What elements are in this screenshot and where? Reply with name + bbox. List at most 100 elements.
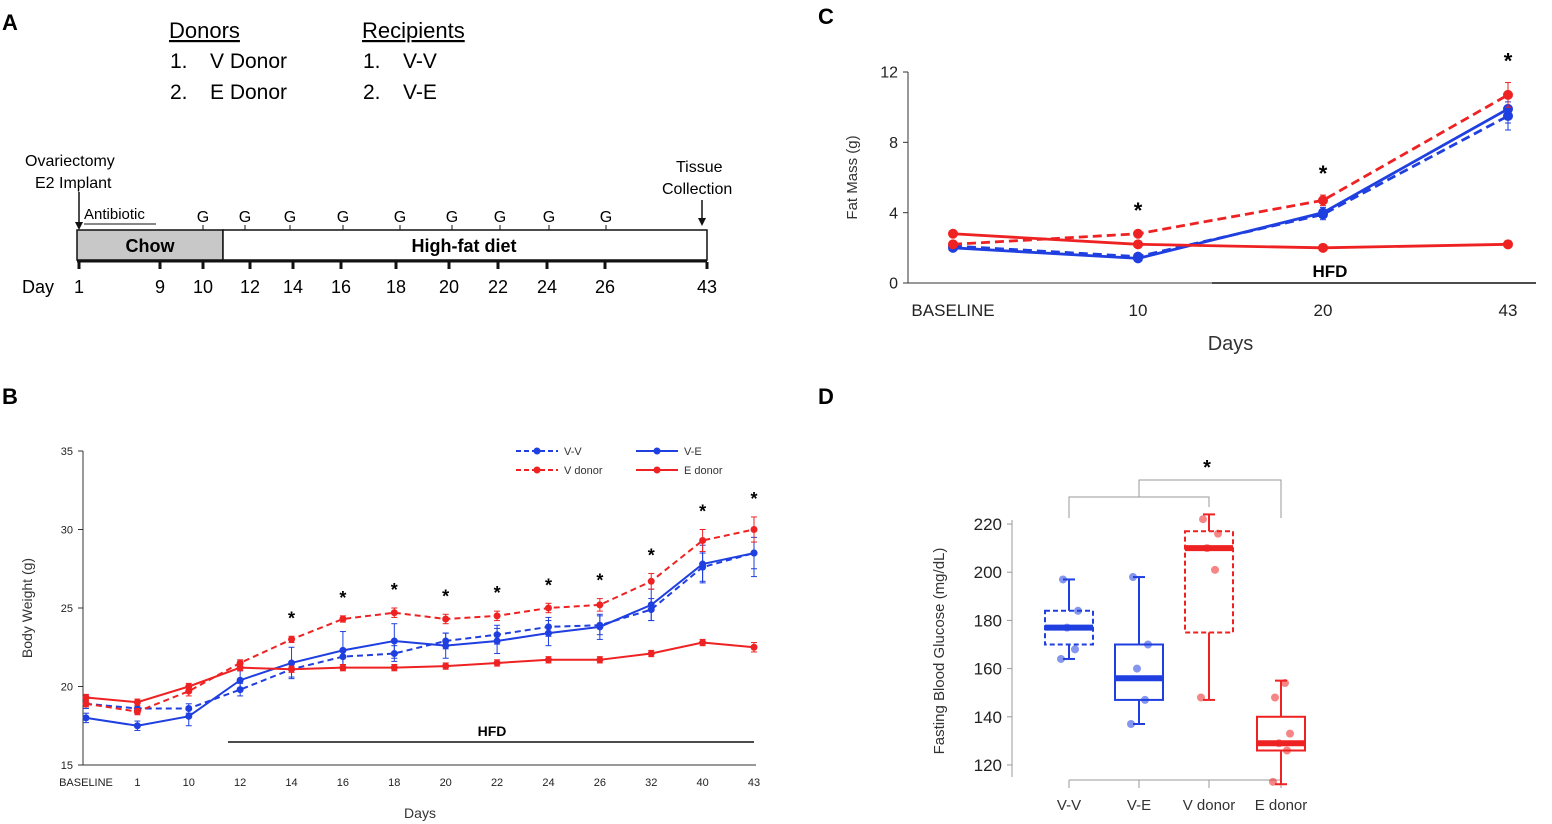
box-point [1057,654,1065,663]
recipient-1-name: V-V [403,50,437,73]
y-tick-label: 0 [889,276,898,293]
x-tick-label: V-V [1057,797,1081,814]
data-point [544,656,552,664]
data-point [699,560,707,568]
day-tick-label: 12 [240,277,260,297]
data-point [596,601,604,609]
y-tick-label: 12 [880,65,898,82]
legend-label: V-V [564,446,582,458]
data-point [493,659,501,667]
data-point [236,664,244,672]
data-point [647,650,655,658]
series-line-e-donor [952,232,1509,250]
data-point [339,615,347,623]
data-point [750,643,758,651]
x-tick-label: 22 [491,777,503,789]
gavage-label: G [337,209,349,226]
data-point [647,577,655,585]
box-point [1129,573,1137,582]
data-point [339,664,347,672]
box-iqr [1114,643,1164,701]
data-point [1503,239,1513,250]
x-tick-label: 1 [134,777,140,789]
recipients-heading: Recipients [362,18,465,43]
data-point [442,662,450,670]
day-tick-label: 9 [155,277,165,297]
day-tick-label: 10 [193,277,213,297]
data-point [339,646,347,654]
donors-heading: Donors [169,18,240,43]
panel-c-label: C [818,4,834,29]
data-point [948,239,958,250]
hfd-label: HFD [478,723,507,739]
fat-mass-chart: 0 4 8 12 BASELINE 10 20 43 Fat Mass (g) Days HFD * *… [844,49,1536,355]
x-tick-label: 10 [1129,301,1148,320]
recipient-2-name: V-E [403,81,437,104]
gavage-label: G [239,209,251,226]
x-tick-label: 32 [645,777,657,789]
data-point [596,623,604,631]
recipient-2-number: 2. [363,81,381,104]
box-point [1133,664,1141,673]
y-tick-label: 140 [974,708,1002,727]
data-point [750,526,758,533]
day-tick-label: 43 [697,277,717,297]
hfd-label: HFD [1313,262,1348,281]
data-point [133,722,141,730]
y-tick-label: 8 [889,135,898,152]
x-tick-label: V donor [1183,797,1236,814]
x-tick-label: 40 [696,777,708,789]
day-tick-label: 24 [537,277,557,297]
gavage-label: G [394,209,406,226]
series-line-v-e [952,107,1509,260]
legend-marker [533,447,541,455]
box-point [1269,777,1277,786]
significance-star: * [648,545,655,565]
data-point [596,656,604,664]
x-tick-label: BASELINE [59,777,113,789]
chow-bar [76,229,224,261]
gavage-label: G [197,209,209,226]
box-point [1283,746,1291,755]
legend-label: V donor [564,465,603,477]
donor-2-number: 2. [170,81,188,104]
glucose-box-chart: 120 140 160 180 200 220 Fasting Blood Glucose … [931,457,1307,814]
panel-b: B 15 20 25 30 35 BASELINE 1 10 12 14 16 18 20 22 24 26 3… [2,384,760,821]
data-point [1133,239,1143,250]
panel-a: A Donors 1. V Donor 2. E Donor Recipient… [2,10,732,297]
box-point [1271,693,1279,702]
y-tick-label: 180 [974,611,1002,630]
donor-2-name: E Donor [210,81,287,104]
y-tick-label: 200 [974,563,1002,582]
gavage-label: G [600,209,612,226]
antibiotic-label: Antibiotic [84,206,145,223]
chow-label: Chow [126,236,176,256]
data-point [699,536,707,544]
legend-marker [533,466,541,474]
significance-star: * [1203,457,1211,479]
x-tick-label: 43 [1499,301,1518,320]
y-tick-label: 120 [974,756,1002,775]
data-point [185,683,193,690]
data-point [185,712,193,720]
data-point [1318,242,1328,253]
y-tick-label: 20 [61,681,73,693]
box-point [1127,720,1135,728]
box-point [1281,679,1289,688]
tissue-label: Tissue [676,159,723,176]
legend-label: V-E [684,446,702,458]
significance-star: * [339,588,346,608]
significance-star: * [699,502,706,522]
day-tick-label: 26 [595,277,615,297]
significance-star: * [1504,49,1513,74]
box-point [1144,640,1152,649]
box-point [1074,606,1082,615]
ovx-arrowhead [75,222,83,230]
data-point [288,665,296,673]
data-point [82,700,90,708]
box-point [1199,515,1207,524]
data-point [288,635,296,643]
data-point [133,698,141,706]
significance-star: * [391,580,398,600]
